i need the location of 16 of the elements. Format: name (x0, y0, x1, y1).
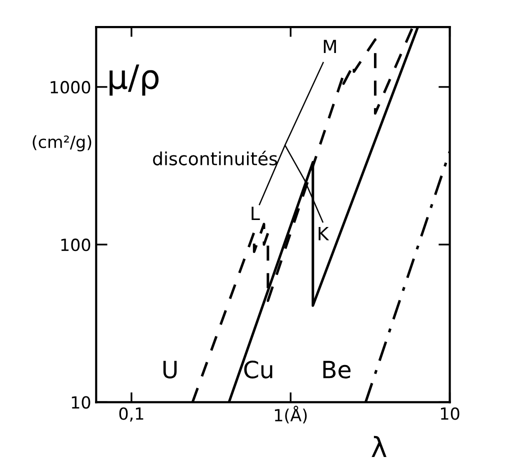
y-axis-title: μ/ρ (110, 64, 159, 96)
series-label: U (163, 360, 177, 378)
annotation: M (324, 40, 336, 54)
x-tick-label: 1(Å) (274, 406, 307, 424)
y-tick-label: 1000 (50, 80, 90, 94)
y-tick-label: 100 (61, 238, 90, 252)
text: (cm²/g) (32, 135, 92, 152)
x-axis-title: λ (372, 436, 386, 458)
annotation: K (318, 227, 330, 240)
x-tick-label: 0,1 (119, 407, 144, 422)
annotation: L (252, 206, 260, 220)
x-tick-label: 10 (441, 407, 460, 420)
annotation: discontinuités (153, 150, 278, 166)
series-label: Be (323, 360, 350, 378)
y-tick-label: 10 (72, 396, 90, 409)
series-label: Cu (244, 360, 272, 378)
